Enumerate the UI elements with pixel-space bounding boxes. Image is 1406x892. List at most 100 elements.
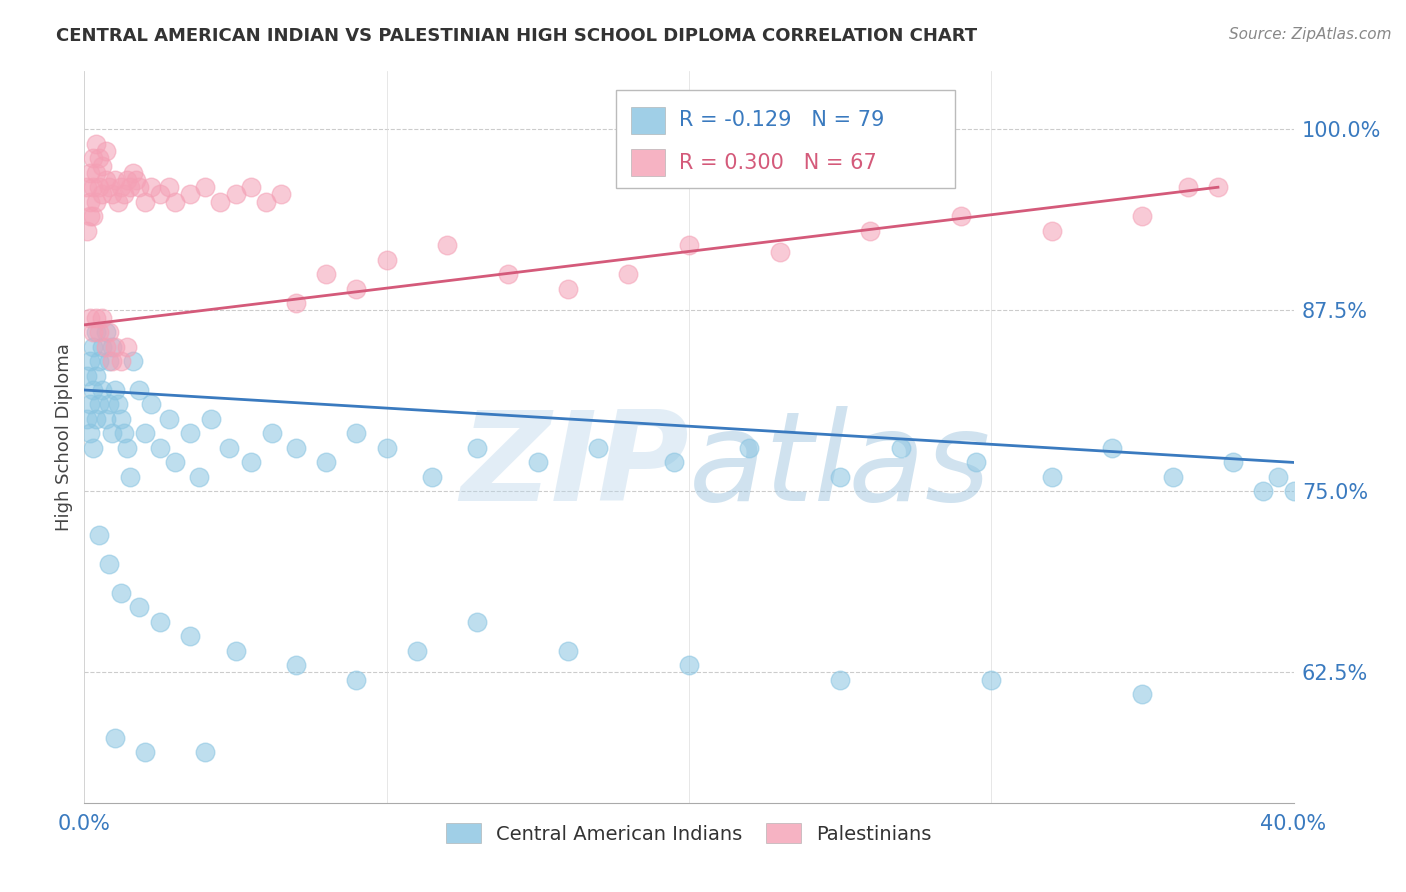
Point (79, 354, 101, 368)
Point (128, 600, 150, 615)
Point (285, 441, 308, 455)
Point (225, 187, 247, 202)
Point (79, 209, 101, 223)
Point (104, 173, 127, 187)
Point (218, 441, 240, 455)
Point (436, 238, 458, 252)
Point (980, 673, 1002, 687)
Point (89, 354, 111, 368)
Point (94, 412, 117, 426)
Point (859, 224, 882, 238)
Point (118, 470, 141, 484)
Point (1130, 209, 1153, 223)
Point (79, 426, 101, 441)
Point (420, 470, 443, 484)
Point (209, 194, 232, 209)
Point (134, 426, 156, 441)
Point (89, 325, 111, 339)
Point (110, 412, 132, 426)
Point (76, 368, 98, 383)
Point (79, 310, 101, 325)
Point (91, 310, 114, 325)
Point (82, 441, 104, 455)
Point (100, 426, 122, 441)
Point (82, 180, 104, 194)
Point (139, 180, 162, 194)
Point (375, 441, 398, 455)
Point (86, 136, 108, 151)
Point (86, 368, 108, 383)
Point (1206, 180, 1229, 194)
Point (128, 383, 150, 397)
Point (769, 245, 792, 260)
Point (104, 340, 127, 354)
Point (254, 194, 277, 209)
Point (115, 173, 138, 187)
Point (179, 629, 201, 643)
Point (86, 194, 108, 209)
Point (662, 455, 685, 469)
Point (107, 194, 129, 209)
Point (82, 209, 104, 223)
Point (125, 173, 148, 187)
Point (406, 644, 429, 658)
Point (165, 194, 187, 209)
Point (97, 180, 120, 194)
Point (82, 325, 104, 339)
FancyBboxPatch shape (616, 90, 955, 188)
Point (165, 455, 187, 469)
Point (157, 180, 180, 194)
Point (76, 412, 98, 426)
Point (149, 187, 172, 202)
Point (375, 252, 398, 267)
Point (89, 180, 111, 194)
Point (285, 658, 308, 673)
Point (467, 615, 489, 629)
Point (678, 238, 700, 252)
Point (557, 644, 579, 658)
Point (738, 441, 761, 455)
Point (79, 194, 101, 209)
Point (134, 745, 156, 759)
Text: CENTRAL AMERICAN INDIAN VS PALESTINIAN HIGH SCHOOL DIPLOMA CORRELATION CHART: CENTRAL AMERICAN INDIAN VS PALESTINIAN H… (56, 27, 977, 45)
Point (965, 455, 987, 469)
Point (115, 441, 138, 455)
Point (112, 426, 135, 441)
Point (149, 615, 172, 629)
Point (104, 731, 127, 745)
Point (239, 455, 262, 469)
Point (97, 557, 120, 571)
Point (110, 180, 132, 194)
Point (89, 528, 111, 542)
Point (157, 412, 180, 426)
Text: R = 0.300   N = 67: R = 0.300 N = 67 (679, 153, 877, 173)
Point (315, 267, 337, 281)
Point (1253, 484, 1275, 499)
Text: ZIP: ZIP (460, 406, 689, 527)
Point (270, 187, 292, 202)
Point (225, 644, 247, 658)
Point (86, 412, 108, 426)
Point (1222, 455, 1244, 469)
Point (188, 470, 211, 484)
Point (830, 673, 852, 687)
Point (134, 194, 156, 209)
Point (76, 180, 98, 194)
Point (617, 267, 640, 281)
Point (496, 267, 519, 281)
Point (1161, 470, 1184, 484)
Text: atlas: atlas (689, 406, 991, 527)
FancyBboxPatch shape (631, 149, 665, 176)
Point (97, 397, 120, 411)
Point (890, 441, 912, 455)
Point (86, 166, 108, 180)
Point (315, 455, 337, 469)
Point (97, 354, 120, 368)
Point (112, 187, 135, 202)
Point (139, 397, 162, 411)
Point (100, 187, 122, 202)
Point (346, 426, 368, 441)
Point (179, 187, 201, 202)
Point (1040, 470, 1063, 484)
Point (1101, 441, 1123, 455)
